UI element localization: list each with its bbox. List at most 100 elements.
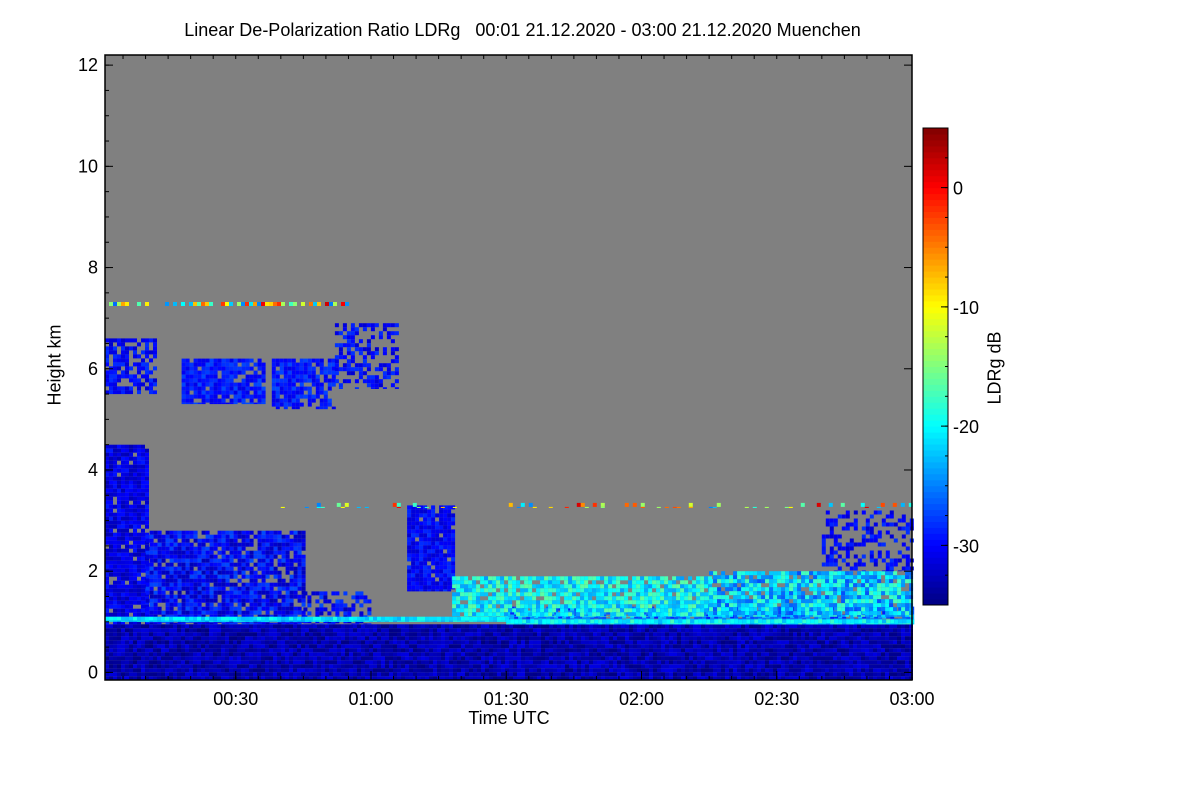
heatmap-cell <box>277 534 282 539</box>
heatmap-cell <box>355 595 360 600</box>
heatmap-cell <box>453 660 457 665</box>
heatmap-cell <box>621 648 625 653</box>
heatmap-cell <box>113 672 117 677</box>
heatmap-cell <box>133 640 137 645</box>
heatmap-cell <box>733 648 737 653</box>
heatmap-cell <box>265 594 270 599</box>
heatmap-cell <box>786 610 791 615</box>
heatmap-cell <box>793 624 797 629</box>
heatmap-cell <box>709 652 713 657</box>
heatmap-cell <box>577 636 581 641</box>
heatmap-cell <box>401 640 405 645</box>
heatmap-cell <box>113 548 117 553</box>
heatmap-cell <box>289 562 294 567</box>
heatmap-cell <box>109 640 113 645</box>
heatmap-cell <box>397 652 401 657</box>
heatmap-cell <box>261 668 265 673</box>
heatmap-cell <box>317 672 321 677</box>
heatmap-cell <box>437 632 441 637</box>
heatmap-cell <box>377 672 381 677</box>
heatmap-cell <box>741 640 745 645</box>
heatmap-cell <box>153 578 158 583</box>
heatmap-cell <box>593 632 597 637</box>
heatmap-cell <box>669 628 673 633</box>
heatmap-cell <box>361 640 365 645</box>
heatmap-cell <box>725 636 729 641</box>
heatmap-cell <box>117 660 121 665</box>
heatmap-cell <box>853 656 857 661</box>
heatmap-cell <box>537 652 541 657</box>
heatmap-cell <box>657 628 661 633</box>
heatmap-cell <box>185 624 189 629</box>
heatmap-cell <box>393 652 397 657</box>
heatmap-cell <box>129 656 133 661</box>
heatmap-cell <box>349 628 353 633</box>
heatmap-cell <box>653 664 657 669</box>
heatmap-cell <box>353 624 357 629</box>
heatmap-cell <box>465 672 469 677</box>
heatmap-cell <box>177 632 181 637</box>
heatmap-cell <box>489 656 493 661</box>
heatmap-cell <box>253 660 257 665</box>
heatmap-cell <box>853 664 857 669</box>
heatmap-cell <box>285 672 289 677</box>
heatmap-cell <box>289 598 294 603</box>
heatmap-cell <box>269 582 274 587</box>
heatmap-cell <box>473 620 477 622</box>
heatmap-cell <box>733 668 737 673</box>
heatmap-cell <box>113 564 117 569</box>
heatmap-cell <box>837 668 841 673</box>
heatmap-cell <box>545 664 549 669</box>
heatmap-cell <box>489 644 493 649</box>
heatmap-cell <box>193 586 198 591</box>
heatmap-cell <box>293 550 298 555</box>
heatmap-cell <box>281 610 286 615</box>
heatmap-cell <box>245 586 250 591</box>
heatmap-cell <box>201 672 205 677</box>
heatmap-cell <box>177 594 182 599</box>
heatmap-cell <box>129 568 133 573</box>
heatmap-cell <box>249 676 253 680</box>
heatmap-cell <box>610 619 615 624</box>
heatmap-cell <box>209 622 214 625</box>
heatmap-cell <box>367 607 372 612</box>
heatmap-cell <box>149 546 154 551</box>
heatmap-cell <box>265 632 269 637</box>
heatmap-cell <box>137 580 141 585</box>
heatmap-cell <box>161 644 165 649</box>
heatmap-cell <box>793 648 797 653</box>
heatmap-cell <box>269 648 273 653</box>
heatmap-cell <box>905 656 909 661</box>
heatmap-cell <box>557 632 561 637</box>
heatmap-cell <box>613 636 617 641</box>
heatmap-cell <box>601 632 605 637</box>
heatmap-cell <box>125 500 129 505</box>
heatmap-cell <box>905 672 909 677</box>
heatmap-cell <box>129 604 133 609</box>
heatmap-cell <box>193 602 198 607</box>
heatmap-cell <box>117 516 121 521</box>
heatmap-cell <box>113 660 117 665</box>
heatmap-cell <box>717 636 721 641</box>
heatmap-cell <box>325 648 329 653</box>
heatmap-cell <box>449 652 453 657</box>
heatmap-cell <box>733 656 737 661</box>
heatmap-cell <box>185 582 190 587</box>
heatmap-cell <box>617 652 621 657</box>
heatmap-cell <box>177 590 182 595</box>
heatmap-cell <box>393 632 397 637</box>
heatmap-cell <box>317 616 321 621</box>
heatmap-cell <box>829 660 833 665</box>
heatmap-cell <box>797 640 801 645</box>
heatmap-cell <box>517 640 521 645</box>
heatmap-cell <box>197 578 202 583</box>
heatmap-cell <box>813 668 817 673</box>
heatmap-cell <box>617 644 621 649</box>
heatmap-cell <box>881 636 885 641</box>
heatmap-cell <box>105 668 109 673</box>
heatmap-cell <box>165 542 170 547</box>
heatmap-cell <box>113 484 117 489</box>
heatmap-cell <box>105 572 109 577</box>
heatmap-cell <box>293 624 297 629</box>
heatmap-cell <box>289 582 294 587</box>
